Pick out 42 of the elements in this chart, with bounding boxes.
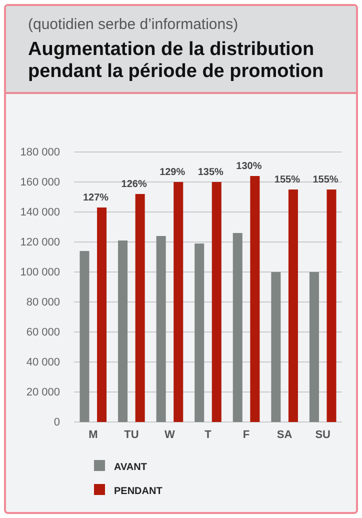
legend-label: AVANT [114, 462, 147, 473]
y-tick-label: 140 000 [20, 206, 60, 219]
annotation: 127% [83, 192, 109, 204]
bar [118, 240, 128, 422]
x-tick-label: W [164, 428, 176, 441]
y-tick-label: 80 000 [26, 296, 60, 309]
x-tick-label: F [242, 428, 250, 441]
x-tick-label: SA [276, 428, 292, 441]
y-tick-label: 100 000 [20, 266, 60, 279]
chart-title: Augmentation de la distribution pendant la période de promotion [28, 39, 325, 83]
x-tick-label: SU [315, 428, 331, 441]
bar [194, 244, 204, 422]
bar [212, 182, 222, 422]
y-tick-label: 40 000 [26, 356, 60, 369]
bar [232, 233, 242, 422]
annotation: 129% [160, 167, 186, 178]
bar [156, 236, 166, 422]
bar [309, 272, 319, 422]
y-tick-label: 20 000 [26, 386, 60, 399]
annotation: 155% [312, 174, 338, 186]
annotation: 130% [236, 161, 262, 172]
bar [135, 194, 145, 422]
bar [271, 272, 281, 422]
annotation: 135% [198, 167, 224, 178]
bar [326, 190, 336, 422]
y-tick-label: 0 [54, 416, 60, 429]
annotation: 155% [274, 174, 300, 186]
x-tick-label: M [88, 428, 98, 441]
chart-subtitle: (quotidien serbe d’informations) [28, 16, 240, 33]
y-tick-label: 180 000 [20, 146, 60, 159]
x-tick-label: T [204, 428, 212, 441]
bar [97, 208, 107, 422]
y-tick-label: 120 000 [20, 236, 60, 249]
y-tick-label: 160 000 [20, 176, 60, 189]
bar [174, 182, 184, 422]
annotation: 126% [121, 179, 147, 190]
legend-label: PENDANT [114, 486, 162, 497]
bar [250, 176, 260, 422]
bar [288, 190, 298, 422]
bar [80, 251, 90, 422]
y-tick-label: 60 000 [26, 326, 60, 339]
x-tick-label: TU [124, 428, 139, 441]
